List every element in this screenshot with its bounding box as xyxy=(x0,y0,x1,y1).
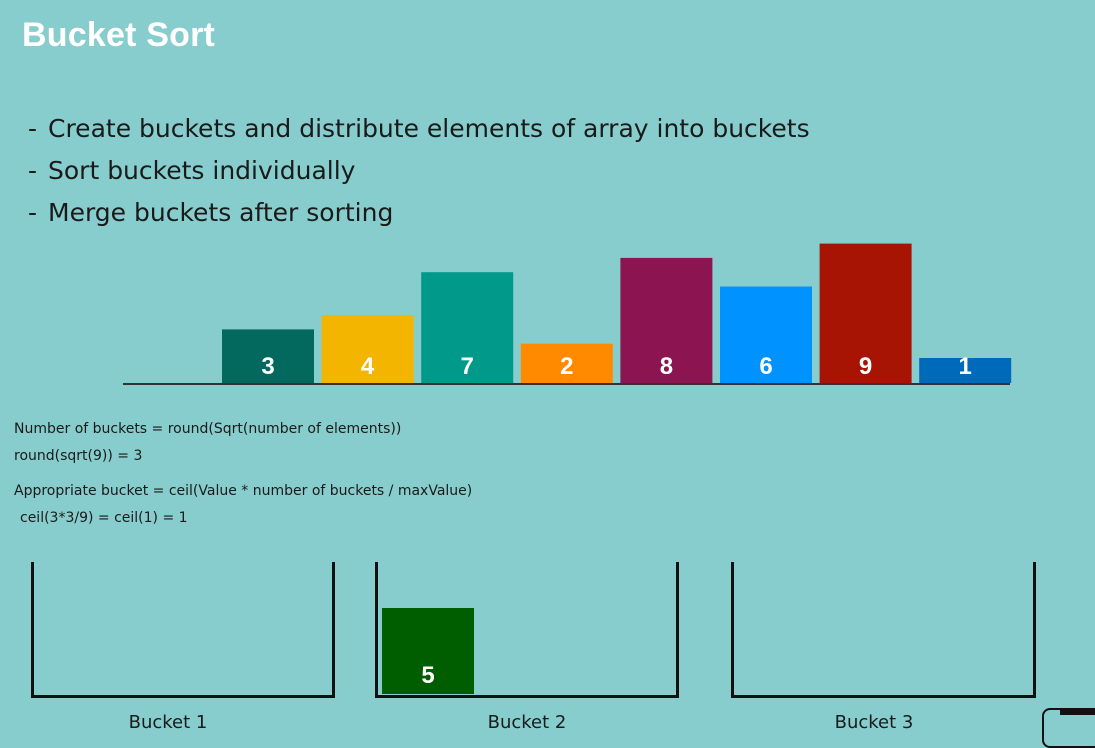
bullet-item: - Create buckets and distribute elements … xyxy=(28,114,810,143)
formula-bucket-count-example: round(sqrt(9)) = 3 xyxy=(14,448,143,464)
bar-label-9: 9 xyxy=(859,353,872,380)
bullet-item: - Sort buckets individually xyxy=(28,156,356,185)
bar-9 xyxy=(819,243,912,383)
bullet-text: Merge buckets after sorting xyxy=(48,198,394,227)
formula-bucket-index: Appropriate bucket = ceil(Value * number… xyxy=(14,483,473,499)
bullet-item: - Merge buckets after sorting xyxy=(28,198,394,227)
corner-widget-bar xyxy=(1060,709,1095,715)
bar-label-4: 4 xyxy=(361,353,375,380)
bullet-text: Sort buckets individually xyxy=(48,156,356,185)
bar-label-3: 3 xyxy=(261,353,274,380)
bucket-label-2: Bucket 2 xyxy=(487,712,567,733)
array-bar-chart: 3 4 7 2 8 6 9 1 xyxy=(123,243,1012,385)
bucket-1 xyxy=(31,562,335,698)
bar-label-8: 8 xyxy=(660,353,673,380)
bullet-text: Create buckets and distribute elements o… xyxy=(48,114,810,143)
bar-8 xyxy=(620,257,713,383)
bullet-list: - Create buckets and distribute elements … xyxy=(28,108,810,234)
bar-label-2: 2 xyxy=(560,353,573,380)
bucket-label-1: Bucket 1 xyxy=(128,712,208,733)
bar-3 xyxy=(222,329,314,383)
bar-4 xyxy=(321,315,414,383)
bar-label-1: 1 xyxy=(959,353,972,380)
bar-6 xyxy=(720,286,812,383)
bar-7 xyxy=(421,272,514,383)
bucket-label-3: Bucket 3 xyxy=(834,712,914,733)
bucket-item: 5 xyxy=(382,608,474,694)
bar-label-7: 7 xyxy=(461,353,474,380)
bucket-3 xyxy=(731,562,1036,698)
slide-title: Bucket Sort xyxy=(22,16,216,54)
formula-bucket-index-example: ceil(3*3/9) = ceil(1) = 1 xyxy=(20,510,188,526)
bar-1 xyxy=(919,358,1012,383)
formula-bucket-count: Number of buckets = round(Sqrt(number of… xyxy=(14,421,402,437)
bar-label-6: 6 xyxy=(759,353,772,380)
bar-2 xyxy=(520,343,613,383)
bucket-2 xyxy=(375,562,679,698)
